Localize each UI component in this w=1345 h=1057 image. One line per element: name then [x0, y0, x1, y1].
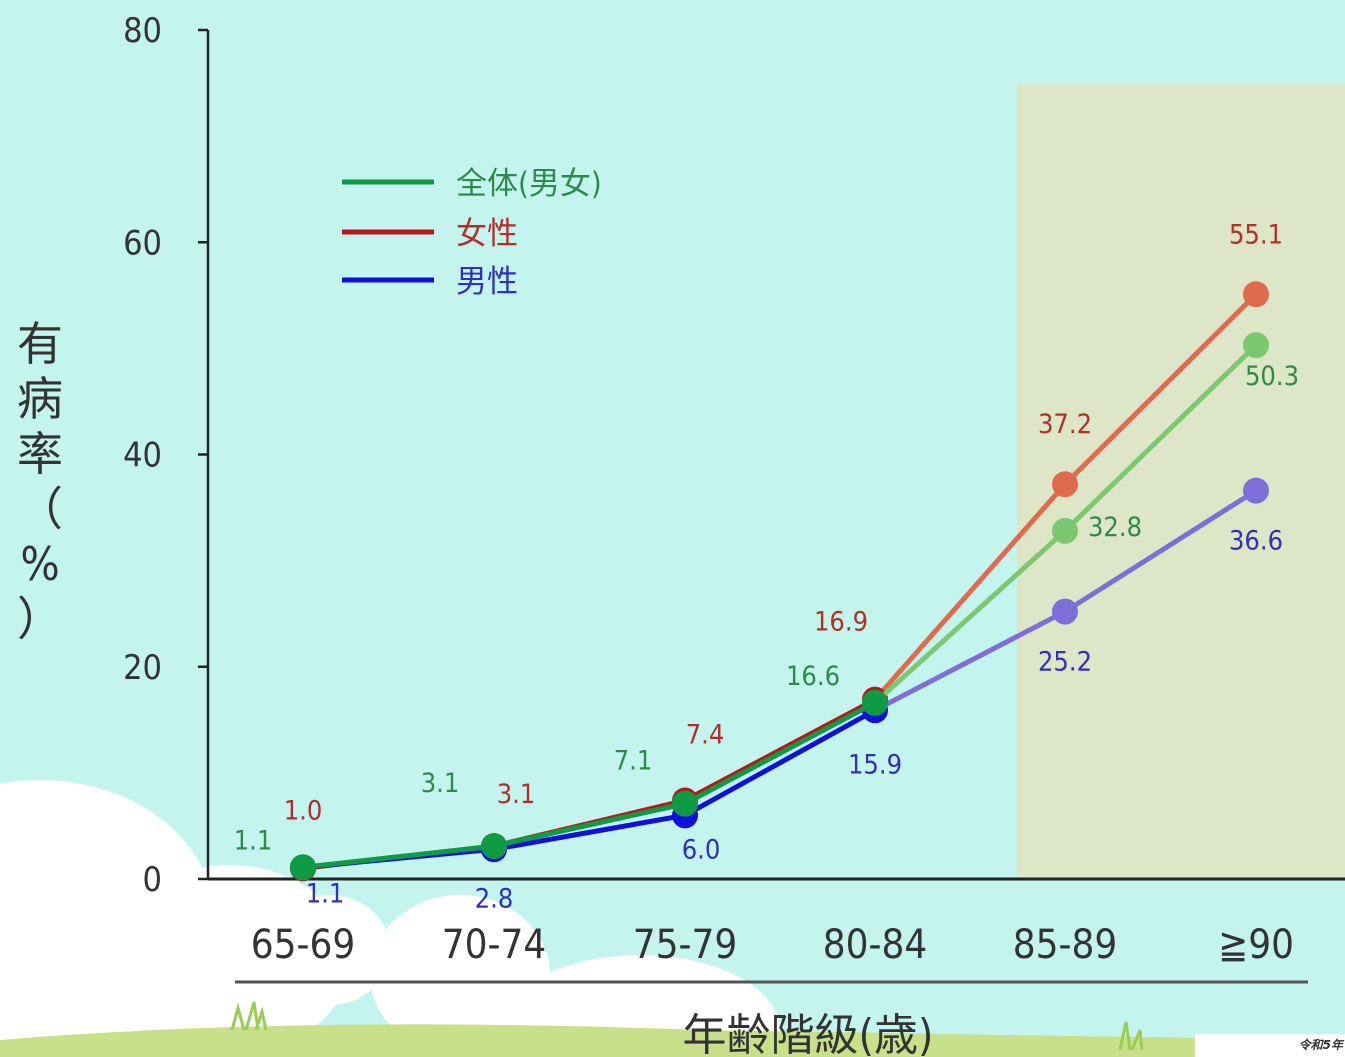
- data-point: [481, 833, 507, 860]
- y-axis-title-char: ）: [17, 592, 63, 646]
- series-segment-0: [872, 528, 1068, 706]
- series-segment-2: [872, 609, 1068, 713]
- y-tick-label: 0: [143, 860, 162, 900]
- data-label: 7.4: [686, 719, 725, 750]
- series-segment-0: [1062, 342, 1259, 534]
- y-axis-title-char: （: [17, 482, 63, 536]
- x-tick-label: 85-89: [1013, 922, 1118, 968]
- series-segment-1: [682, 697, 878, 803]
- legend-entry: 全体(男女): [456, 166, 602, 202]
- y-axis-title-char: 率: [17, 427, 63, 481]
- series-layer: 1.1 3.1 7.1 16.6 32.8 50.3 1.0 3.1 7.4 16.9 37.2 55…: [234, 219, 1299, 914]
- data-label: 3.1: [497, 779, 536, 810]
- legend-entry: 男性: [456, 264, 518, 300]
- data-label: 16.9: [814, 607, 868, 638]
- x-tick-label: 70-74: [442, 922, 547, 968]
- x-tick-label: 65-69: [251, 922, 356, 968]
- data-point: [1052, 517, 1078, 544]
- series-segment-2: [682, 707, 878, 818]
- footnote: 令和5年: [1298, 1038, 1343, 1052]
- data-label: 1.1: [306, 878, 345, 909]
- y-tick-label: 20: [123, 648, 162, 688]
- data-label: 3.1: [421, 768, 460, 799]
- data-label: 2.8: [475, 883, 514, 914]
- data-label: 50.3: [1245, 361, 1299, 392]
- data-point: [672, 790, 698, 817]
- y-axis-title-char: 病: [17, 372, 63, 426]
- legend-entry: 女性: [456, 216, 518, 252]
- data-point: [1052, 471, 1078, 498]
- y-axis-title-char: %: [20, 537, 59, 591]
- series-segment-2: [491, 812, 688, 852]
- data-point: [862, 689, 888, 716]
- data-label: 7.1: [614, 746, 653, 777]
- data-point: [1052, 598, 1078, 625]
- series-segment-1: [1062, 291, 1259, 487]
- series-segment-0: [491, 801, 688, 849]
- y-tick-label: 40: [123, 436, 162, 476]
- data-label: 55.1: [1229, 219, 1283, 250]
- data-label: 1.1: [234, 825, 273, 856]
- data-label: 36.6: [1229, 526, 1283, 557]
- series-segment-0: [300, 843, 497, 870]
- data-label: 25.2: [1038, 647, 1092, 678]
- data-label: 1.0: [284, 795, 323, 826]
- axis-titles: 有病率（%） 年齢階級(歳): [17, 317, 933, 1057]
- data-label: 37.2: [1038, 409, 1092, 440]
- x-tick-label: 75-79: [633, 922, 738, 968]
- x-tick-label: 80-84: [823, 922, 928, 968]
- series-segment-0: [682, 700, 878, 807]
- data-point: [1243, 477, 1269, 504]
- y-tick-label: 60: [123, 223, 162, 263]
- axes: 0 20 40 60 80 65-69 70-74 75-79 80-84 85-89 ≧90: [123, 11, 1345, 984]
- x-axis-title: 年齢階級(歳): [683, 1010, 934, 1057]
- series-segment-1: [872, 481, 1068, 703]
- y-axis-title-char: 有: [17, 317, 63, 371]
- x-tick-label: ≧90: [1218, 922, 1294, 968]
- data-label: 16.6: [786, 661, 840, 692]
- data-point: [290, 854, 316, 881]
- data-label: 6.0: [682, 834, 721, 865]
- data-label: 15.9: [848, 749, 902, 780]
- data-point: [1243, 281, 1269, 308]
- y-tick-label: 80: [123, 11, 162, 51]
- data-label: 32.8: [1088, 512, 1142, 543]
- series-segment-2: [1062, 488, 1259, 615]
- data-point: [1243, 332, 1269, 359]
